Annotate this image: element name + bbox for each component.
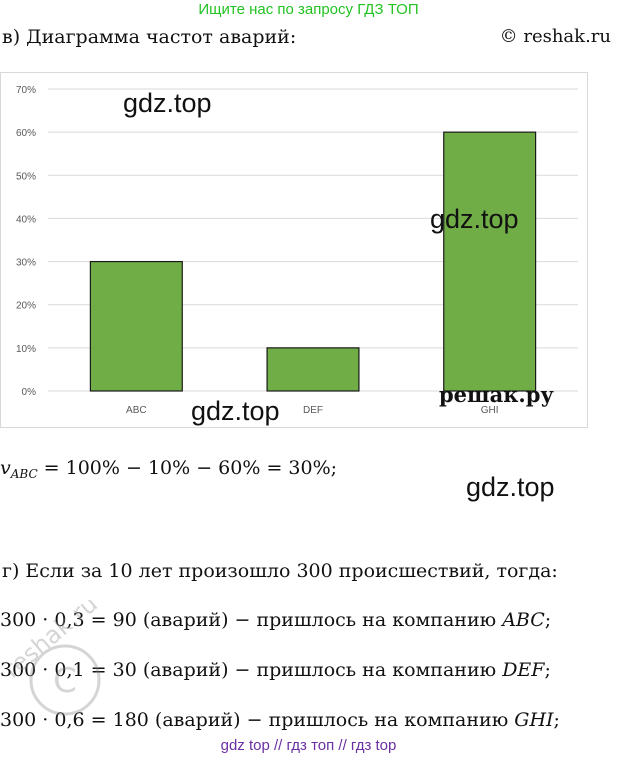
calc-end: ; xyxy=(553,709,560,731)
watermark-gdz: gdz.top xyxy=(430,204,519,234)
calc-line-abc: 300 · 0,3 = 90 (аварий) − пришлось на ко… xyxy=(0,607,551,633)
formula-variable: v xyxy=(0,457,11,479)
watermark-gdz: gdz.top xyxy=(191,396,280,426)
formula-rhs: = 100% − 10% − 60% = 30%; xyxy=(37,457,338,479)
promo-banner[interactable]: Ищите нас по запросу ГДЗ ТОП xyxy=(198,1,419,18)
frequency-bar-chart: 0% 10% 20% 30% 40% 50% 60% 70% ABC DEF GHI xyxy=(16,85,578,416)
bar-ghi xyxy=(443,131,537,392)
bar-abc xyxy=(89,260,183,392)
calc-expr: 300 · 0,6 = 180 (аварий) − пришлось на к… xyxy=(0,709,515,731)
reshak-stamp-logo: C reshak.ru xyxy=(10,600,103,716)
section-heading: в) Диаграмма частот аварий: xyxy=(2,26,297,48)
y-tick-label: 20% xyxy=(16,301,36,312)
watermark-reshak: решак.ру xyxy=(439,382,554,407)
calc-expr: 300 · 0,1 = 30 (аварий) − пришлось на ко… xyxy=(0,659,503,681)
company-name: DEF xyxy=(502,659,545,681)
formula-subscript: ABC xyxy=(10,467,38,481)
x-tick-label: GHI xyxy=(481,405,499,416)
part-g-intro: г) Если за 10 лет произошло 300 происшес… xyxy=(2,560,558,582)
y-tick-label: 0% xyxy=(22,387,37,398)
y-tick-label: 30% xyxy=(16,258,36,269)
company-name: GHI xyxy=(514,709,554,731)
y-tick-label: 70% xyxy=(16,85,36,96)
calc-line-def: 300 · 0,1 = 30 (аварий) − пришлось на ко… xyxy=(0,657,551,683)
copyright-label: © reshak.ru xyxy=(499,26,611,47)
company-name: ABC xyxy=(502,609,545,631)
formula-v-abc: vABC = 100% − 10% − 60% = 30%; xyxy=(0,455,337,487)
calc-line-ghi: 300 · 0,6 = 180 (аварий) − пришлось на к… xyxy=(0,707,560,733)
y-tick-label: 50% xyxy=(16,171,36,182)
svg-text:C: C xyxy=(53,661,77,701)
watermark-gdz: gdz.top xyxy=(123,88,212,118)
x-tick-label: ABC xyxy=(126,405,147,416)
x-tick-label: DEF xyxy=(303,405,323,416)
y-tick-label: 60% xyxy=(16,128,36,139)
calc-end: ; xyxy=(544,659,551,681)
watermark-gdz: gdz.top xyxy=(466,472,555,502)
footer-links[interactable]: gdz top // гдз топ // гдз top xyxy=(220,737,397,754)
bar-def xyxy=(266,347,360,392)
calc-end: ; xyxy=(544,609,552,631)
y-tick-label: 10% xyxy=(16,344,36,355)
y-tick-label: 40% xyxy=(16,214,36,225)
calc-expr: 300 · 0,3 = 90 (аварий) − пришлось на ко… xyxy=(0,609,503,631)
chart-frame xyxy=(0,72,588,428)
